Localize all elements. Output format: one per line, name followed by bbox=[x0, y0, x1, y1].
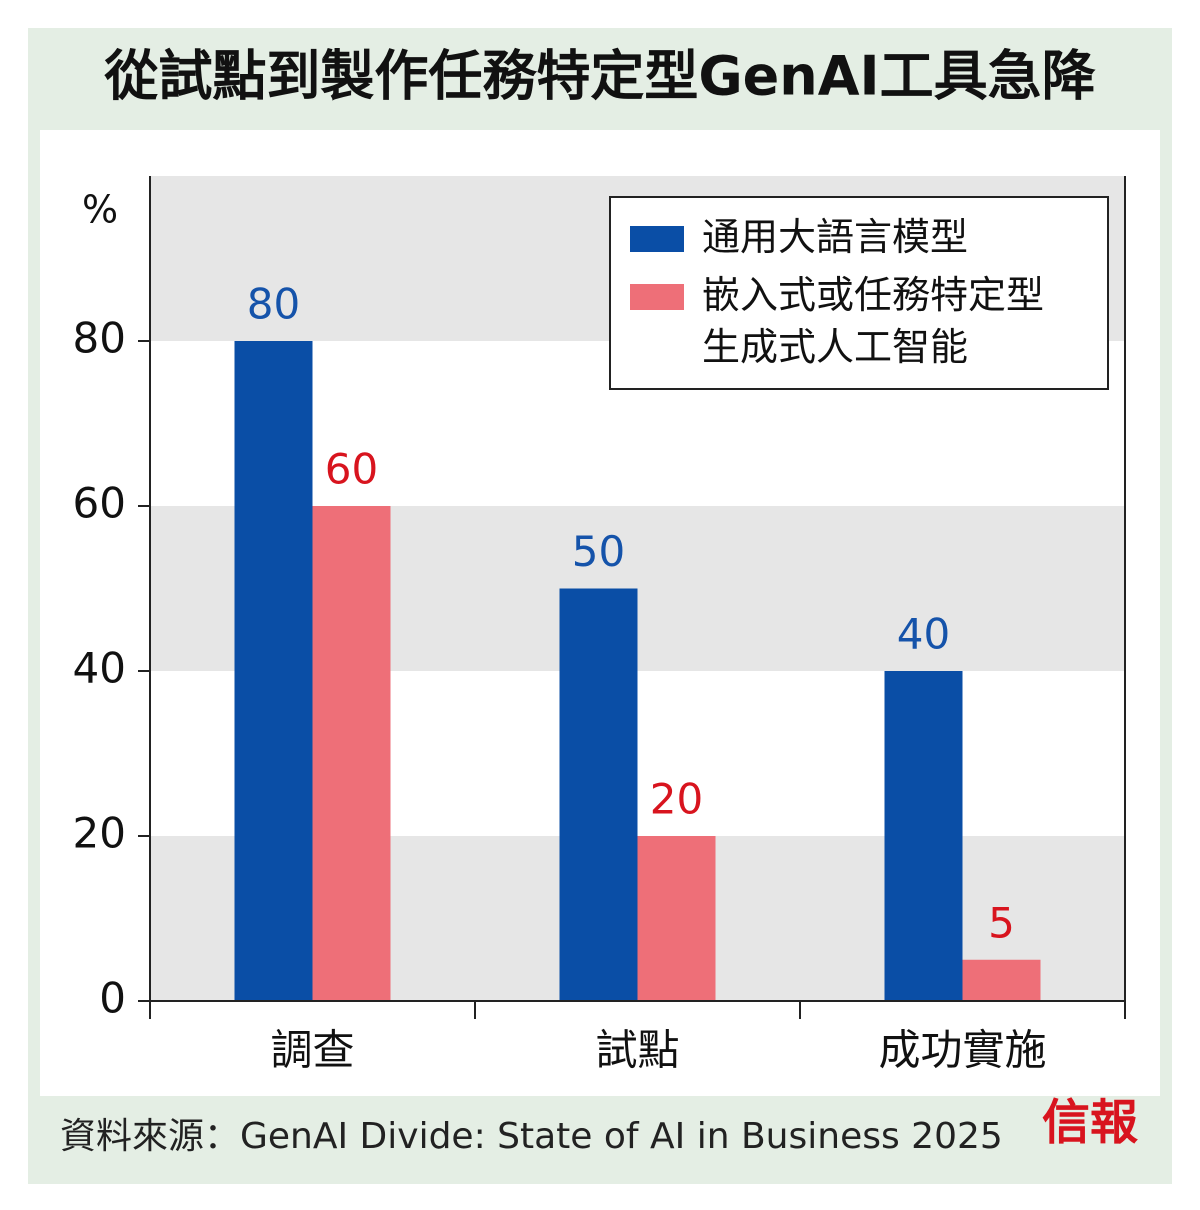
y-tick-label: 60 bbox=[73, 479, 126, 528]
y-tick-label: 0 bbox=[99, 974, 126, 1023]
y-tick-label: 40 bbox=[73, 644, 126, 693]
x-tick-label: 調查 bbox=[270, 1026, 354, 1075]
y-tick-label: 20 bbox=[73, 809, 126, 858]
value-label: 20 bbox=[650, 775, 703, 824]
value-label: 40 bbox=[897, 610, 950, 659]
legend-label: 通用大語言模型 bbox=[702, 215, 968, 259]
value-label: 80 bbox=[247, 280, 300, 329]
value-label: 5 bbox=[988, 898, 1015, 947]
legend-label: 嵌入式或任務特定型生成式人工智能 bbox=[702, 273, 1044, 369]
brand: 信報 bbox=[1042, 1095, 1138, 1151]
y-tick-label: 80 bbox=[73, 314, 126, 363]
value-label: 60 bbox=[325, 445, 378, 494]
bar bbox=[234, 341, 313, 1001]
bar bbox=[637, 836, 716, 1001]
legend-swatch bbox=[630, 284, 684, 310]
legend-swatch bbox=[630, 226, 684, 252]
y-axis-label: % bbox=[82, 188, 118, 232]
bar bbox=[559, 588, 638, 1001]
bar bbox=[884, 671, 963, 1001]
bar bbox=[312, 506, 391, 1001]
bar bbox=[962, 959, 1041, 1001]
source: 資料來源：GenAI Divide: State of AI in Busine… bbox=[60, 1116, 1003, 1157]
chart-title: 從試點到製作任務特定型GenAI工具急降 bbox=[103, 45, 1095, 108]
x-tick-label: 成功實施 bbox=[878, 1026, 1046, 1075]
x-tick-label: 試點 bbox=[595, 1026, 679, 1075]
legend-box bbox=[609, 196, 1109, 390]
value-label: 50 bbox=[572, 527, 625, 576]
